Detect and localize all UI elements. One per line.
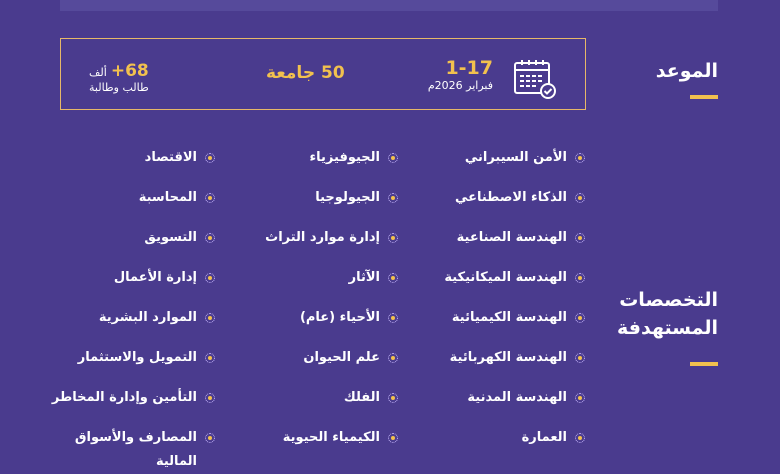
major-label: الذكاء الاصطناعي [454, 190, 567, 205]
dotted-circle-bullet-icon [388, 193, 398, 203]
major-item: الهندسة الكيميائية [415, 306, 585, 346]
major-item: الاقتصاد [45, 146, 215, 186]
students-stat: +68 ألف طالب وطالبة [89, 61, 149, 94]
dotted-circle-bullet-icon [575, 313, 585, 323]
major-label: الجيولوجيا [315, 190, 380, 205]
major-item: الجيولوجيا [228, 186, 398, 226]
major-label: الأحياء (عام) [299, 310, 380, 325]
major-label: الهندسة الكيميائية [451, 310, 567, 325]
dotted-circle-bullet-icon [388, 153, 398, 163]
dotted-circle-bullet-icon [575, 153, 585, 163]
dotted-circle-bullet-icon [575, 433, 585, 443]
calendar-check-icon [514, 60, 556, 99]
major-label: الأمن السيبراني [464, 150, 567, 165]
major-item: الكيمياء الحيوية [228, 426, 398, 466]
dotted-circle-bullet-icon [205, 153, 215, 163]
dotted-circle-bullet-icon [388, 353, 398, 363]
students-unit: ألف [89, 66, 107, 79]
major-item: الهندسة الصناعية [415, 226, 585, 266]
major-item: الآثار [228, 266, 398, 306]
majors-heading-line2: المستهدفة [617, 317, 718, 339]
major-item: إدارة الأعمال [45, 266, 215, 306]
major-item: التمويل والاستثمار [45, 346, 215, 386]
stats-box: 1-17 فبراير 2026م 50 جامعة +68 ألف طالب … [60, 38, 586, 110]
universities-stat: 50 جامعة [266, 63, 345, 83]
dotted-circle-bullet-icon [575, 393, 585, 403]
majors-column-1: الأمن السيبراني الذكاء الاصطناعي الهندسة ا… [415, 146, 585, 466]
dotted-circle-bullet-icon [205, 193, 215, 203]
major-label: إدارة موارد التراث [265, 230, 380, 245]
major-item: الأمن السيبراني [415, 146, 585, 186]
major-label: الآثار [348, 270, 380, 285]
major-item: التسويق [45, 226, 215, 266]
dotted-circle-bullet-icon [205, 393, 215, 403]
major-label: الهندسة المدنية [467, 390, 567, 405]
major-item: علم الحيوان [228, 346, 398, 386]
major-item: الهندسة المدنية [415, 386, 585, 426]
dotted-circle-bullet-icon [205, 273, 215, 283]
dotted-circle-bullet-icon [388, 433, 398, 443]
date-month: فبراير 2026م [427, 79, 493, 92]
major-label: التأمين وإدارة المخاطر [51, 390, 197, 405]
dotted-circle-bullet-icon [388, 233, 398, 243]
dotted-circle-bullet-icon [205, 313, 215, 323]
major-label: الفلك [343, 390, 380, 405]
major-label: الموارد البشرية [98, 310, 197, 325]
major-item: المحاسبة [45, 186, 215, 226]
dotted-circle-bullet-icon [205, 433, 215, 443]
major-item: الفلك [228, 386, 398, 426]
dotted-circle-bullet-icon [575, 233, 585, 243]
major-item: الأحياء (عام) [228, 306, 398, 346]
major-item: الموارد البشرية [45, 306, 215, 346]
date-stat: 1-17 فبراير 2026م [428, 57, 493, 93]
dotted-circle-bullet-icon [388, 393, 398, 403]
major-label: علم الحيوان [303, 350, 380, 365]
dotted-circle-bullet-icon [575, 193, 585, 203]
dotted-circle-bullet-icon [575, 353, 585, 363]
major-label: الهندسة الصناعية [456, 230, 567, 245]
major-label: الجيوفيزياء [309, 150, 380, 165]
major-item: الجيوفيزياء [228, 146, 398, 186]
majors-heading-line1: التخصصات [619, 289, 718, 311]
students-count: +68 [110, 61, 149, 81]
major-label: المصارف والأسواق المالية [74, 430, 197, 469]
top-banner [60, 0, 718, 11]
majors-column-2: الجيوفيزياء الجيولوجيا إدارة موارد التراث ا… [228, 146, 398, 466]
major-item: إدارة موارد التراث [228, 226, 398, 266]
major-item: التأمين وإدارة المخاطر [45, 386, 215, 426]
major-item: المصارف والأسواق المالية [45, 426, 215, 469]
major-label: الهندسة الكهربائية [449, 350, 567, 365]
dotted-circle-bullet-icon [575, 273, 585, 283]
major-label: الكيمياء الحيوية [282, 430, 380, 445]
majors-column-3: الاقتصاد المحاسبة التسويق إدارة الأعمال المو… [45, 146, 215, 469]
dotted-circle-bullet-icon [388, 313, 398, 323]
students-label: طالب وطالبة [89, 81, 149, 94]
majors-heading: التخصصات المستهدفة [617, 286, 718, 342]
major-label: الهندسة الميكانيكية [444, 270, 567, 285]
major-item: العمارة [415, 426, 585, 466]
heading-underline [690, 95, 718, 99]
major-item: الهندسة الكهربائية [415, 346, 585, 386]
dotted-circle-bullet-icon [205, 353, 215, 363]
major-label: التسويق [144, 230, 197, 245]
heading-underline [690, 362, 718, 366]
dotted-circle-bullet-icon [205, 233, 215, 243]
major-label: التمويل والاستثمار [77, 350, 197, 365]
date-heading: الموعد [655, 60, 718, 82]
major-item: الهندسة الميكانيكية [415, 266, 585, 306]
major-item: الذكاء الاصطناعي [415, 186, 585, 226]
date-range: 1-17 [445, 57, 493, 79]
major-label: الاقتصاد [144, 150, 197, 165]
dotted-circle-bullet-icon [388, 273, 398, 283]
major-label: العمارة [521, 430, 567, 445]
major-label: المحاسبة [138, 190, 197, 205]
major-label: إدارة الأعمال [113, 270, 197, 285]
